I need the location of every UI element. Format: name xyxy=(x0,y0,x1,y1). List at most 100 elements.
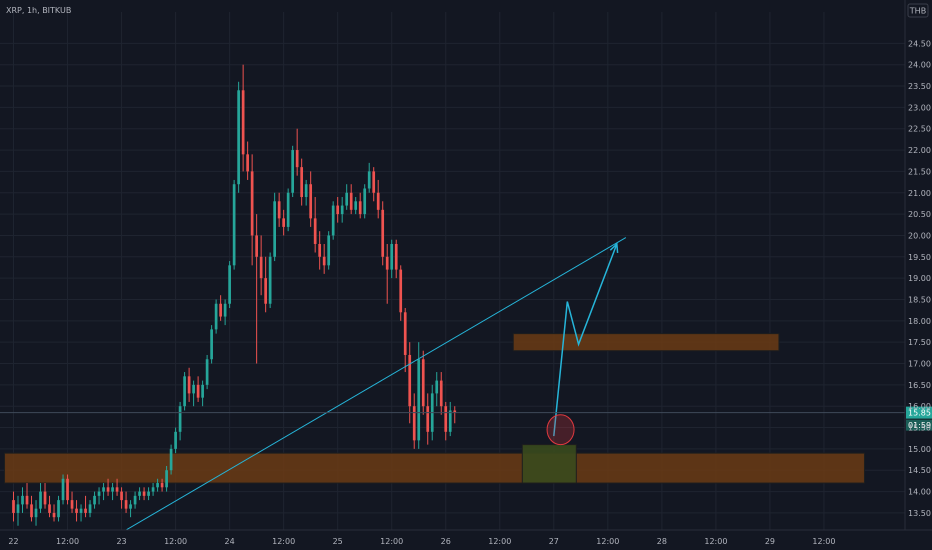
x-tick-label: 12:00 xyxy=(272,537,295,546)
candle-body xyxy=(70,500,74,509)
candle-body xyxy=(16,504,20,513)
support-zone xyxy=(4,452,865,484)
drawing-zones xyxy=(4,333,865,484)
currency-button-frame[interactable] xyxy=(907,3,929,18)
countdown-tag-bg xyxy=(906,419,932,431)
y-tick-label: 15.50 xyxy=(908,424,931,433)
candle-body xyxy=(264,278,267,304)
candle-body xyxy=(322,256,326,266)
y-tick-label: 20.00 xyxy=(908,231,931,240)
candle-body xyxy=(340,205,344,215)
candle-body xyxy=(75,508,78,513)
y-tick-label: 19.50 xyxy=(908,253,931,262)
x-tick-label: 25 xyxy=(333,537,343,546)
candle-body xyxy=(84,508,87,513)
candle-body xyxy=(403,312,407,355)
price-tag-label: 15.85 xyxy=(908,409,931,418)
candle-body xyxy=(169,448,173,471)
candle-body xyxy=(223,303,227,317)
candle-body xyxy=(376,192,380,210)
y-tick-label: 18.00 xyxy=(908,317,931,326)
y-tick-label: 20.50 xyxy=(908,210,931,219)
entry-box xyxy=(521,444,577,484)
candle-body xyxy=(192,384,195,394)
candle-body xyxy=(48,504,51,513)
candle-body xyxy=(354,201,358,210)
candle-body xyxy=(66,478,69,501)
candle-body xyxy=(214,303,218,330)
candle-body xyxy=(39,491,42,509)
candle-body xyxy=(399,269,403,313)
y-tick-label: 19.00 xyxy=(908,274,931,283)
y-tick-label: 21.00 xyxy=(908,189,931,198)
candle-body xyxy=(61,478,65,501)
candle-body xyxy=(259,256,263,279)
symbol-header: XRP, 1h, BITKUB xyxy=(6,6,71,15)
candle-body xyxy=(156,483,159,488)
y-tick-label: 24.50 xyxy=(908,39,931,48)
y-tick-label: 18.50 xyxy=(908,295,931,304)
candle-body xyxy=(25,495,29,505)
resistance-zone xyxy=(512,333,780,352)
candle-body xyxy=(241,90,245,155)
y-tick-label: 15.00 xyxy=(908,445,931,454)
y-tick-label: 22.50 xyxy=(908,125,931,134)
trend-line xyxy=(125,237,627,531)
candle-body xyxy=(291,150,295,193)
candle-body xyxy=(331,205,335,236)
projection-arrowhead xyxy=(609,242,619,254)
candle-body xyxy=(246,154,249,172)
candle-body xyxy=(286,192,290,227)
candle-body xyxy=(183,376,186,407)
y-tick-label: 17.00 xyxy=(908,360,931,369)
projection-path xyxy=(553,243,618,437)
candle-body xyxy=(250,171,254,236)
x-tick-label: 29 xyxy=(765,537,775,546)
candle-body xyxy=(336,205,340,215)
candle-body xyxy=(426,406,430,432)
candle-body xyxy=(102,487,105,492)
candle-body xyxy=(228,265,231,304)
candle-body xyxy=(232,184,236,266)
candle-body xyxy=(124,500,128,509)
currency-button-label[interactable]: THB xyxy=(909,7,926,16)
x-tick-label: 12:00 xyxy=(704,537,727,546)
candle-body xyxy=(295,150,299,168)
x-tick-label: 12:00 xyxy=(812,537,835,546)
y-tick-label: 16.00 xyxy=(908,402,931,411)
candle-body xyxy=(178,406,182,432)
candle-body xyxy=(219,303,222,317)
candle-body xyxy=(129,504,132,509)
candle-body xyxy=(448,410,452,432)
candle-body xyxy=(363,188,367,215)
candles xyxy=(12,64,457,526)
candle-body xyxy=(210,329,213,360)
x-tick-label: 26 xyxy=(441,537,451,546)
candle-body xyxy=(304,184,308,198)
candle-body xyxy=(313,218,317,244)
candle-body xyxy=(120,491,123,501)
candle-body xyxy=(268,256,272,304)
candle-body xyxy=(237,90,240,185)
candle-body xyxy=(174,431,177,449)
candle-body xyxy=(79,508,83,513)
candle-body xyxy=(106,487,110,492)
y-tick-label: 14.00 xyxy=(908,488,931,497)
candle-body xyxy=(358,201,362,215)
candle-body xyxy=(444,406,448,432)
candle-body xyxy=(367,171,371,189)
countdown-tag-label: 01:59 xyxy=(908,421,931,430)
candle-body xyxy=(93,495,96,505)
candle-body xyxy=(138,491,141,496)
y-tick-label: 17.50 xyxy=(908,338,931,347)
candle-body xyxy=(345,192,349,206)
candle-body xyxy=(151,487,155,492)
candle-body xyxy=(421,359,425,407)
currency-button[interactable]: THB xyxy=(907,3,929,18)
candle-body xyxy=(417,359,421,441)
candle-body xyxy=(115,487,119,492)
x-tick-label: 24 xyxy=(225,537,235,546)
x-tick-label: 22 xyxy=(8,537,18,546)
